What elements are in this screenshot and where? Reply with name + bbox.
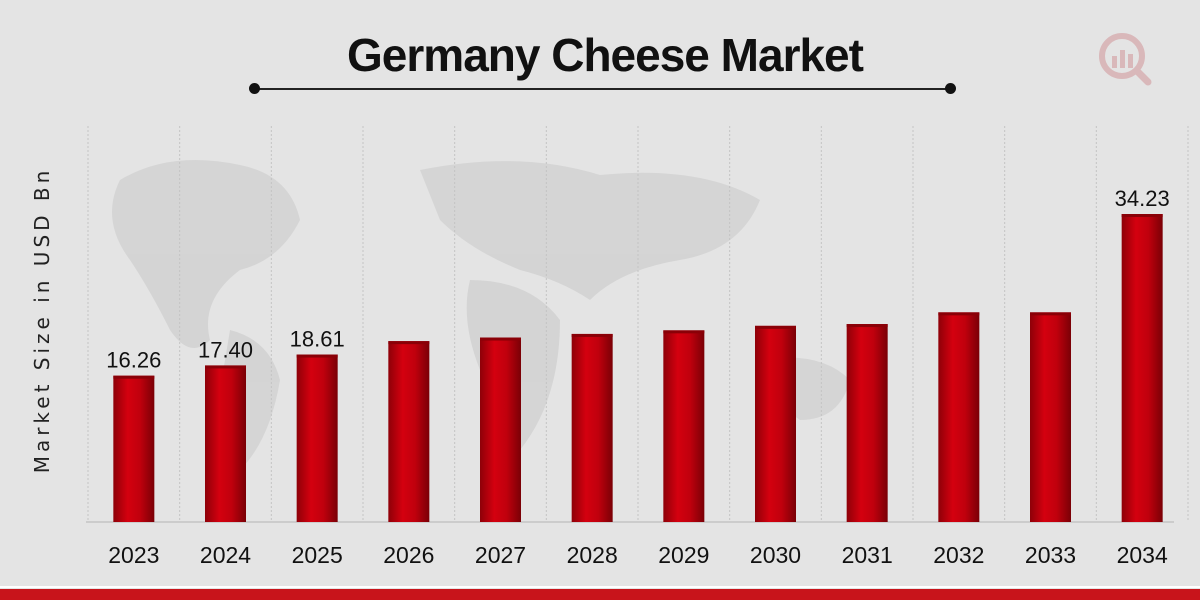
data-label-2025: 18.61 [290, 327, 345, 352]
bar-top-edge [1121, 214, 1163, 217]
bar-2031 [846, 324, 888, 522]
x-tick-label-2030: 2030 [750, 542, 801, 568]
bar-top-edge [205, 365, 246, 369]
bar-2024 [205, 365, 246, 522]
bar-top-edge [113, 375, 155, 379]
bar-2025 [296, 354, 338, 522]
bar-2032 [938, 312, 980, 522]
bar-top-edge [1030, 312, 1071, 316]
bar-2028 [571, 333, 613, 522]
x-tick-label-2025: 2025 [292, 542, 343, 568]
x-tick-label-2024: 2024 [200, 542, 251, 568]
bar-top-edge [663, 330, 705, 334]
bar-top-edge [938, 312, 980, 316]
x-tick-label-2033: 2033 [1025, 542, 1076, 568]
x-tick-label-2031: 2031 [842, 542, 893, 568]
bar-top-edge [755, 325, 796, 329]
bar-2023 [113, 375, 155, 522]
bar-top-edge [846, 324, 888, 328]
bar-2026 [388, 341, 430, 522]
bar-top-edge [296, 354, 338, 358]
x-tick-label-2026: 2026 [383, 542, 434, 568]
x-tick-label-2034: 2034 [1117, 542, 1168, 568]
data-label-2024: 17.40 [198, 337, 253, 362]
bar-2034 [1121, 214, 1163, 522]
title-underline-left-dot [249, 83, 260, 94]
x-tick-label-2032: 2032 [933, 542, 984, 568]
bar-top-edge [480, 337, 521, 341]
x-tick-label-2028: 2028 [567, 542, 618, 568]
data-label-2023: 16.26 [106, 348, 161, 373]
bar-top-edge [388, 341, 430, 345]
title-underline [254, 88, 950, 90]
bar-2029 [663, 330, 705, 522]
title-underline-right-dot [945, 83, 956, 94]
x-tick-label-2027: 2027 [475, 542, 526, 568]
bar-2033 [1030, 312, 1071, 522]
bar-top-edge [571, 333, 613, 337]
footer-divider [0, 586, 1200, 588]
bar-2027 [480, 337, 521, 522]
chart-title: Germany Cheese Market [347, 29, 864, 81]
x-tick-label-2029: 2029 [658, 542, 709, 568]
bar-chart-magnifier-logo-icon [1094, 26, 1164, 86]
x-tick-label-2023: 2023 [108, 542, 159, 568]
bar-2030 [755, 325, 796, 522]
footer-accent-band [0, 589, 1200, 600]
data-label-2034: 34.23 [1115, 186, 1170, 211]
